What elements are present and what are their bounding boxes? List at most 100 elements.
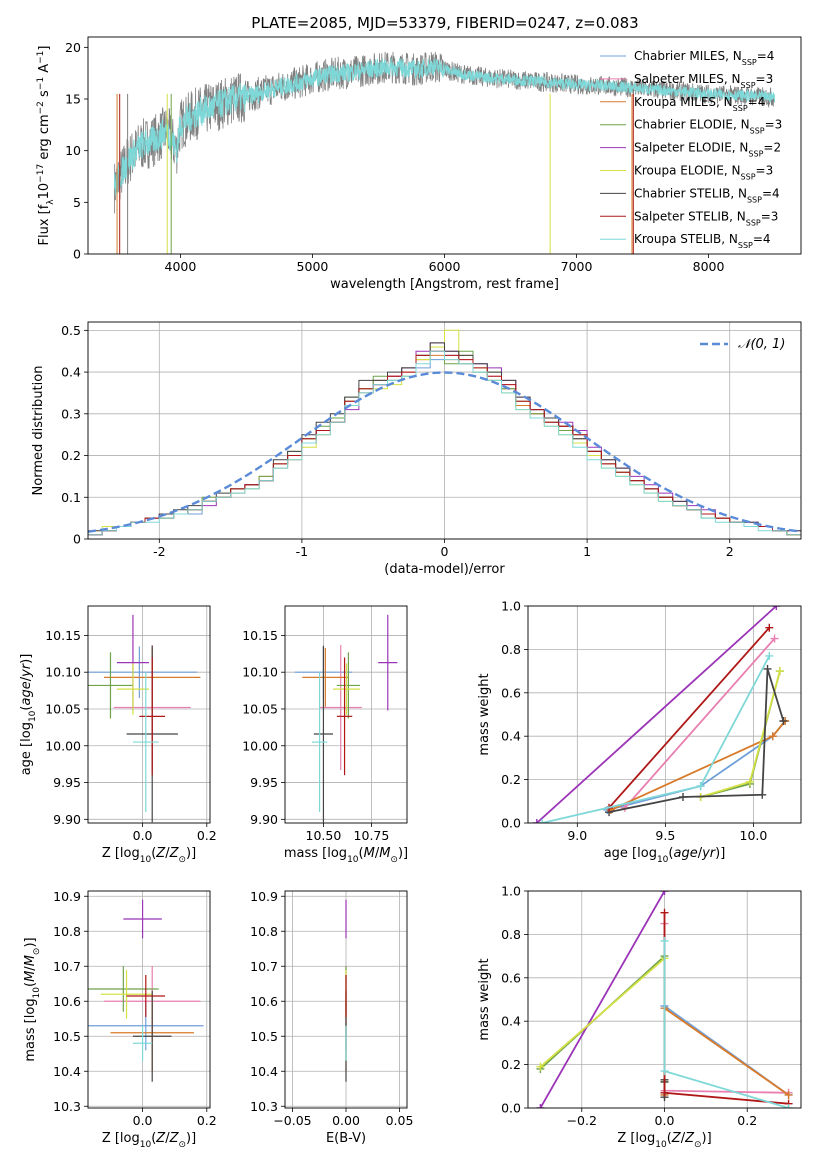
spectrum-ylabel: Flux [fλ10−17 erg cm−2 s−1 A−1]: [36, 46, 56, 246]
mass_vs_EBV-frame: [284, 890, 408, 1109]
cumulative_Z-ytick-label: 0.2: [501, 1057, 521, 1072]
cumulative_age-xtick-label: 9.5: [655, 828, 675, 843]
legend-entry: Salpeter STELIB, NSSP=3: [634, 209, 778, 227]
residual_hist-ytick-label: 0.5: [61, 323, 81, 338]
cumulative_age-ytick-label: 1.0: [501, 599, 521, 614]
cumulative-marker: [532, 819, 541, 823]
spectrum-xtick-label: 7000: [561, 259, 593, 274]
spectrum-ytick-label: 20: [65, 40, 81, 55]
cumulative_Z-frame: [527, 890, 802, 1109]
cumulative-line: [539, 956, 666, 1082]
cumulative-marker: [660, 1088, 669, 1097]
age_vs_Z-frame: [87, 605, 211, 824]
residual_hist-xtick-label: 1: [583, 544, 591, 559]
mass_vs_Z-ytick-label: 10.7: [53, 959, 81, 974]
cumulative-marker: [678, 792, 687, 801]
legend-entry: Salpeter ELODIE, NSSP=2: [634, 141, 781, 159]
legend-entry: Chabrier STELIB, NSSP=4: [634, 186, 780, 204]
age_vs_mass-ytick-label: 10.10: [242, 665, 278, 680]
age_vs_mass-ytick-label: 9.90: [250, 812, 278, 827]
age_vs_Z-ytick-label: 10.05: [45, 701, 81, 716]
cumulative_age-xlabel: age [log10(age/yr)]: [604, 846, 726, 865]
spectrum-ytick-label: 15: [65, 92, 81, 107]
cumulative-line: [624, 637, 776, 809]
cumulative-marker: [772, 606, 781, 610]
age_vs_mass-xtick-label: 10.50: [306, 828, 342, 843]
cumulative_Z-ytick-label: 0.8: [501, 927, 521, 942]
figure-title: PLATE=2085, MJD=53379, FIBERID=0247, z=0…: [251, 14, 638, 32]
cumulative-marker: [536, 1104, 545, 1108]
age_vs_Z-ylabel: age [log10(age/yr)]: [19, 654, 38, 776]
age_vs_Z-ytick-label: 9.90: [53, 812, 81, 827]
cumulative_age-frame: [527, 605, 802, 824]
mass_vs_Z-axes: 0.0 0.2 10.3 10.4 10.5 10.6 10.7 10.8 10.9 Z [log…: [23, 889, 217, 1150]
age_vs_mass-ytick-label: 10.05: [242, 701, 278, 716]
cumulative-line: [539, 891, 666, 1108]
cumulative-marker: [745, 777, 754, 786]
cumulative-marker: [660, 908, 669, 917]
spectrum-axes: 4000 5000 6000 7000 8000 0 5 10 15 20 wavelength […: [36, 40, 725, 292]
cumulative_Z-xlabel: Z [log10(Z/Z⊙)]: [617, 1131, 711, 1150]
legend-entry: Salpeter MILES, NSSP=3: [634, 72, 773, 90]
mass_vs_Z-ytick-label: 10.5: [53, 1029, 81, 1044]
residual_hist-xtick-label: -1: [296, 544, 308, 559]
hist-step: [88, 350, 801, 539]
spectrum-xtick-label: 8000: [693, 259, 725, 274]
age_vs_Z-axes: 0.0 0.2 9.90 9.95 10.00 10.05 10.10 10.15 Z [log…: [19, 606, 217, 865]
mass_vs_EBV-ytick-label: 10.9: [250, 889, 278, 904]
cumulative-marker: [765, 623, 774, 632]
cumulative_Z-ytick-label: 1.0: [501, 884, 521, 899]
residual_hist-ytick-label: 0.3: [61, 406, 81, 421]
age_vs_Z-xlabel: Z [log10(Z/Z⊙)]: [102, 846, 196, 865]
cumulative-marker: [536, 1062, 545, 1071]
cumulative-marker: [758, 790, 767, 799]
legend-entry: Chabrier MILES, NSSP=4: [634, 49, 774, 67]
hist-legend: 𝒩(0, 1): [700, 337, 785, 352]
cumulative-marker: [770, 634, 779, 643]
spectrum-xlabel: wavelength [Angstrom, rest frame]: [330, 277, 559, 292]
spectrum-xtick-label: 5000: [297, 259, 329, 274]
spectrum-legend: Chabrier MILES, NSSP=4 Salpeter MILES, NS…: [600, 49, 782, 250]
mass_vs_EBV-ytick-label: 10.7: [250, 959, 278, 974]
cumulative-marker: [660, 936, 669, 945]
cumulative_age-xtick-label: 10.0: [740, 828, 768, 843]
cumulative-marker: [660, 891, 669, 895]
mass_vs_Z-xtick-label: 0.2: [197, 1113, 217, 1128]
legend-entry: Kroupa MILES, NSSP=4: [634, 95, 765, 113]
spectrum-ytick-label: 10: [65, 143, 81, 158]
mass_vs_EBV-ytick-label: 10.3: [250, 1099, 278, 1114]
normal-curve: [88, 371, 801, 533]
cumulative-marker: [763, 664, 772, 673]
cumulative-marker: [784, 1104, 793, 1108]
mass_vs_EBV-axes: −0.05 0.00 0.05 10.3 10.4 10.5 10.6 10.7 10.8 10.…: [250, 889, 413, 1146]
residual_hist-xtick-label: 0: [441, 544, 449, 559]
mass_vs_Z-plot-area: [88, 899, 204, 1082]
residual_hist-ytick-label: 0.4: [61, 365, 81, 380]
mass_vs_EBV-xtick-label: 0.00: [332, 1113, 360, 1128]
cumulative-marker: [768, 732, 777, 741]
cumulative_age-ytick-label: 0.4: [501, 729, 521, 744]
cumulative_age-ytick-label: 0.0: [501, 816, 521, 831]
spectrum-ytick-label: 0: [73, 247, 81, 262]
age_vs_mass-frame: [284, 605, 408, 824]
mass_vs_EBV-ytick-label: 10.8: [250, 924, 278, 939]
cumulative_age-plot-area: [532, 606, 790, 823]
mass_vs_Z-xtick-label: 0.0: [133, 1113, 153, 1128]
spectrum-xtick-label: 6000: [429, 259, 461, 274]
cumulative-line: [663, 923, 789, 1094]
residual_hist-frame: [87, 321, 802, 540]
cumulative_Z-ytick-label: 0.4: [501, 1014, 521, 1029]
age_vs_Z-xtick-label: 0.0: [133, 828, 153, 843]
spectrum-ytick-label: 5: [73, 195, 81, 210]
mass_vs_Z-frame: [87, 890, 211, 1109]
cumulative_age-ytick-label: 0.2: [501, 772, 521, 787]
cumulative_Z-xtick-label: 0.0: [655, 1113, 675, 1128]
cumulative-marker: [765, 651, 774, 660]
cumulative-marker: [696, 782, 705, 791]
age_vs_mass-axes: 10.50 10.75 9.90 9.95 10.00 10.05 10.10 10.15 ma…: [242, 606, 408, 865]
cumulative_age-axes: 9.0 9.5 10.0 0.0 0.2 0.4 0.6 0.8 1.0 age [log10(a…: [477, 599, 801, 865]
cumulative_Z-ytick-label: 0.6: [501, 970, 521, 985]
cumulative_Z-ylabel: mass weight: [477, 958, 492, 1040]
